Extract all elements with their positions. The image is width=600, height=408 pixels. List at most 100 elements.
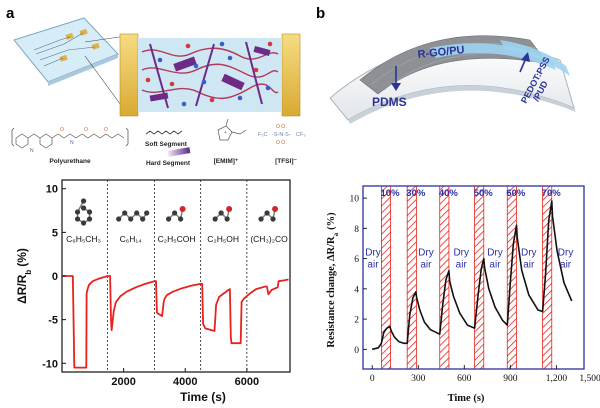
humidity-label: 10% [381, 188, 401, 199]
humidity-label: 50% [474, 188, 494, 199]
schematic-a: a [6, 5, 306, 167]
carbon-atom [218, 210, 224, 216]
chart-a-ytick-label: 5 [52, 227, 58, 239]
chart-a-ytick-label: 10 [46, 184, 58, 196]
dry-air-line2: air [560, 260, 572, 271]
humidity-band [381, 185, 392, 370]
chart-a: C₆H₅CH₃ C₆H₁₄ C₂H₅COH C₂H₅OH (CH₃)₂CO 10 5 0 -5… [15, 179, 291, 404]
svg-text:F₃C: F₃C [258, 132, 268, 138]
pedot-electrode-back [500, 40, 570, 76]
svg-text:O: O [84, 127, 88, 133]
dry-air-line1: Dry [418, 248, 434, 259]
chart-a-ylabel-sub: b [24, 270, 33, 275]
carbon-atom [128, 216, 134, 222]
carbon-atom [258, 216, 264, 222]
svg-text:N: N [70, 140, 74, 146]
chart-a-ylabel: ΔR/Rb (%) [15, 248, 33, 304]
molecule-icon [166, 206, 186, 222]
panel-letter-a: a [6, 5, 15, 22]
svg-text:O: O [104, 127, 108, 133]
chart-a-series [62, 275, 289, 369]
chart-b-xtick-label: 600 [457, 374, 472, 384]
anion-label: [TFSI]⁻ [275, 158, 297, 165]
oxygen-atom [226, 206, 233, 212]
carbon-atom [178, 216, 184, 222]
chart-b-ylabel-sub: a [332, 232, 340, 236]
dry-air-label: Dry air [453, 248, 469, 271]
schematic-b: b R-GO/PU PDMS PEDOT:PSS /PUD [316, 5, 576, 124]
carbon-atom [134, 210, 140, 216]
chart-b-ytick-label: 10 [350, 195, 360, 205]
sensor-chip-illustration [13, 17, 127, 113]
chart-b-ytick-label: 0 [354, 346, 359, 356]
carbon-atom [212, 216, 218, 222]
chart-b-ylabel-main: Resistance change, ΔR/R [326, 236, 337, 348]
oxygen-atom [272, 206, 279, 212]
carbon-atom [270, 216, 276, 222]
dry-air-line2: air [367, 260, 379, 271]
molecule-icon [74, 198, 93, 226]
humidity-band [406, 185, 417, 370]
carbon-atom [264, 210, 270, 216]
carbon-atom [74, 209, 81, 215]
chart-a-axes: 10 5 0 -5 -10 2000 4000 6000 [42, 184, 259, 388]
dry-air-label: Dry air [487, 248, 503, 271]
dry-air-line1: Dry [487, 248, 503, 259]
chart-b-ytick-label: 2 [354, 316, 359, 326]
humidity-band [506, 185, 517, 370]
dry-air-line1: Dry [365, 248, 381, 259]
emim-cation-structure: + [EMIM]⁺ [214, 118, 247, 165]
carbon-atom [80, 198, 87, 204]
chart-a-line [62, 275, 289, 369]
carbon-atom [144, 210, 150, 216]
gas-label: C₂H₅OH [207, 234, 239, 244]
humidity-label: 70% [542, 188, 562, 199]
carbon-atom [80, 220, 87, 226]
svg-text:O O: O O [276, 124, 285, 130]
molecule-icon [116, 210, 150, 222]
chart-b-ytick-label: 6 [354, 255, 359, 265]
chart-a-ylabel-unit: (%) [15, 248, 29, 267]
carbon-atom [224, 216, 230, 222]
cation-label: [EMIM]⁺ [214, 158, 239, 165]
polyurethane-label: Polyurethane [49, 158, 91, 165]
chart-a-ytick-label: -10 [42, 358, 58, 370]
chart-b-xtick-label: 1,200 [546, 374, 568, 384]
chart-b-ylabel: Resistance change, ΔR/Ra (%) [326, 212, 340, 348]
chart-b-line [372, 200, 573, 351]
humidity-label: 30% [406, 188, 426, 199]
chart-b-ytick-label: 8 [354, 225, 359, 235]
carbon-atom [116, 216, 122, 222]
dry-air-line2: air [523, 260, 535, 271]
chart-a-background [61, 179, 291, 373]
chart-b-frame [362, 185, 585, 370]
chart-b-ylabel-unit: (%) [326, 212, 337, 230]
gas-label: (CH₃)₂CO [250, 234, 288, 244]
dry-air-line1: Dry [453, 248, 469, 259]
svg-text:-S-N-S-: -S-N-S- [272, 132, 291, 138]
gas-label: C₆H₁₄ [120, 234, 143, 244]
chart-a-molecule-icons [74, 198, 279, 226]
chart-a-ytick-label: -5 [48, 315, 58, 327]
humidity-label: 40% [439, 188, 459, 199]
chart-b-series [372, 200, 573, 351]
humidity-label: 60% [506, 188, 526, 199]
chart-a-ylabel-main: ΔR/R [15, 274, 29, 304]
chart-a-frame [61, 179, 291, 373]
soft-segment-label: Soft Segment [145, 141, 188, 148]
gas-label: C₆H₅CH₃ [66, 234, 101, 244]
magnified-composite-illustration [119, 33, 301, 117]
molecule-icon [212, 206, 233, 222]
oxygen-atom [179, 206, 186, 212]
chart-a-gas-labels: C₆H₅CH₃ C₆H₁₄ C₂H₅COH C₂H₅OH (CH₃)₂CO [66, 234, 288, 244]
chart-a-ytick-label: 0 [52, 271, 58, 283]
chart-b-xtick-label: 0 [370, 374, 375, 384]
chart-b-xtick-label: 900 [503, 374, 518, 384]
rgo-pu-label: R-GO/PU [417, 44, 465, 61]
chart-b-percent-labels: 10% 30% 40% 50% 60% 70% [381, 188, 562, 199]
segment-legend: Soft Segment Hard Segment [145, 130, 191, 167]
dry-air-label: Dry air [418, 248, 434, 271]
dry-air-line1: Dry [558, 248, 574, 259]
carbon-atom [166, 216, 172, 222]
panel-letter-b: b [316, 5, 325, 22]
